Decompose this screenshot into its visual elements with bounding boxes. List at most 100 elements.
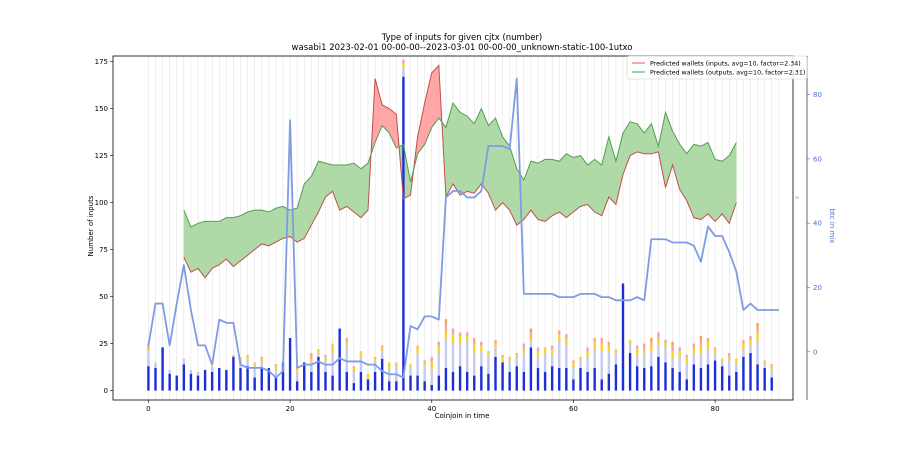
bar-yellow bbox=[310, 358, 313, 363]
bar-blue bbox=[692, 364, 696, 391]
bar-lavender bbox=[728, 360, 731, 376]
bar-yellow bbox=[728, 356, 731, 361]
bar-lavender bbox=[671, 358, 674, 369]
bar-pink bbox=[565, 334, 568, 338]
bar-lavender bbox=[480, 351, 483, 367]
bar-yellow bbox=[706, 341, 710, 350]
bar-blue bbox=[352, 383, 356, 391]
bar-yellow bbox=[586, 351, 589, 357]
bar-pink bbox=[437, 341, 441, 346]
bar-pink bbox=[352, 366, 356, 369]
bar-lavender bbox=[529, 341, 533, 348]
bar-yellow bbox=[253, 362, 256, 367]
bar-yellow bbox=[480, 345, 483, 352]
bar-blue bbox=[409, 375, 412, 391]
bar-orange bbox=[671, 341, 674, 346]
bar-lavender bbox=[274, 369, 278, 378]
bar-yellow bbox=[756, 332, 759, 342]
y-tick-label: 25 bbox=[99, 340, 108, 348]
bar-blue bbox=[175, 375, 178, 391]
bar-yellow bbox=[501, 356, 504, 363]
bar-yellow bbox=[643, 349, 646, 354]
bar-lavender bbox=[182, 358, 186, 365]
bar-blue bbox=[657, 356, 660, 391]
bar-blue bbox=[345, 371, 348, 391]
bar-blue bbox=[621, 283, 625, 391]
bar-yellow bbox=[458, 336, 462, 344]
bar-yellow bbox=[380, 347, 384, 352]
fill-segment bbox=[431, 64, 440, 129]
bar-lavender bbox=[423, 366, 426, 382]
bar-yellow bbox=[352, 368, 356, 372]
y2-tick-label: 60 bbox=[813, 155, 822, 163]
bar-blue bbox=[735, 371, 738, 391]
bar-orange bbox=[444, 319, 448, 323]
bar-blue bbox=[628, 353, 632, 391]
bar-yellow bbox=[749, 339, 752, 346]
bar-blue bbox=[359, 371, 363, 391]
bar-yellow bbox=[388, 362, 391, 370]
bar-yellow bbox=[713, 349, 717, 354]
fill-segment bbox=[226, 217, 234, 268]
bar-blue bbox=[728, 375, 731, 391]
legend-label-outputs: Predicted wallets (outputs, avg=10, fact… bbox=[650, 70, 805, 77]
bar-blue bbox=[699, 368, 703, 391]
bar-blue bbox=[210, 371, 214, 391]
y2-axis-label: btc in mix bbox=[828, 209, 836, 244]
bar-yellow bbox=[444, 330, 448, 340]
bar-yellow bbox=[373, 356, 377, 361]
bar-pink bbox=[494, 339, 497, 344]
bar-blue bbox=[373, 371, 377, 391]
bar-yellow bbox=[437, 345, 441, 354]
y-tick-label: 150 bbox=[95, 105, 108, 113]
bar-pink bbox=[260, 356, 263, 359]
bar-blue bbox=[706, 364, 710, 391]
bar-blue bbox=[586, 371, 589, 391]
bar-yellow bbox=[565, 337, 568, 346]
bar-pink bbox=[147, 343, 150, 350]
bar-yellow bbox=[317, 349, 320, 354]
bar-pink bbox=[742, 339, 745, 344]
bar-yellow bbox=[147, 349, 150, 352]
bar-lavender bbox=[614, 353, 618, 365]
y-tick-label: 0 bbox=[104, 387, 108, 395]
bar-lavender bbox=[380, 351, 384, 359]
chart-title: Type of inputs for given cjtx (number) bbox=[381, 33, 543, 43]
bar-yellow bbox=[770, 366, 773, 370]
fill-segment bbox=[544, 159, 553, 222]
fill-segment bbox=[247, 209, 255, 256]
bar-yellow bbox=[494, 343, 497, 348]
bar-lavender bbox=[508, 360, 511, 372]
bar-blue bbox=[558, 368, 561, 391]
bar-lavender bbox=[324, 360, 327, 372]
bar-pink bbox=[536, 347, 540, 352]
bar-yellow bbox=[359, 351, 363, 357]
fill-segment bbox=[219, 217, 227, 266]
bar-lavender bbox=[409, 368, 412, 376]
bar-pink bbox=[607, 341, 611, 346]
bar-lavender bbox=[607, 351, 611, 374]
y2-tick-label: 40 bbox=[813, 220, 822, 228]
bar-lavender bbox=[168, 369, 171, 374]
bar-blue bbox=[508, 371, 511, 391]
predicted-outputs-line bbox=[183, 101, 737, 228]
bar-lavender bbox=[487, 354, 490, 374]
x-tick-label: 20 bbox=[286, 405, 295, 413]
bar-lavender bbox=[465, 341, 469, 372]
bar-lavender bbox=[260, 362, 263, 369]
bar-lavender bbox=[692, 353, 696, 365]
bar-lavender bbox=[635, 354, 639, 367]
bar-pink bbox=[402, 59, 405, 64]
bar-lavender bbox=[600, 351, 603, 380]
bar-lavender bbox=[742, 349, 745, 357]
bar-blue bbox=[338, 328, 341, 391]
bar-blue bbox=[763, 368, 766, 391]
bar-pink bbox=[643, 343, 646, 350]
bar-pink bbox=[515, 353, 518, 355]
bar-blue bbox=[303, 362, 306, 391]
bar-blue bbox=[607, 373, 611, 391]
bar-lavender bbox=[720, 362, 724, 367]
bar-lavender bbox=[473, 353, 476, 376]
bar-lavender bbox=[678, 356, 681, 372]
bar-yellow bbox=[465, 336, 469, 342]
